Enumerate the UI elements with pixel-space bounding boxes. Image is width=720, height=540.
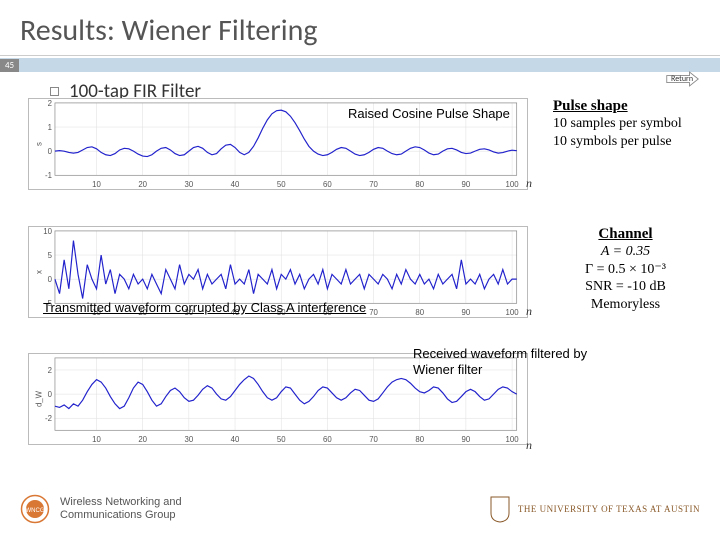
- svg-text:90: 90: [462, 180, 471, 189]
- bullet-icon: [50, 87, 59, 96]
- svg-text:20: 20: [138, 180, 147, 189]
- svg-text:-2: -2: [45, 414, 52, 423]
- footer: WNCG Wireless Networking and Communicati…: [0, 486, 720, 532]
- svg-text:90: 90: [462, 308, 471, 317]
- ut-block: THE UNIVERSITY OF TEXAS AT AUSTIN: [489, 495, 700, 523]
- svg-text:d_W: d_W: [34, 390, 43, 407]
- main-area: 102030405060708090100-1012s Raised Cosin…: [28, 98, 712, 482]
- page-number: 45: [0, 59, 19, 72]
- svg-text:WNCG: WNCG: [26, 508, 45, 514]
- svg-text:60: 60: [323, 435, 332, 444]
- svg-text:90: 90: [462, 435, 471, 444]
- axis-n-1: n: [526, 176, 532, 191]
- channel-info: Channel A = 0.35 Γ = 0.5 × 10⁻³ SNR = -1…: [548, 226, 703, 313]
- page-bar: 45: [0, 58, 720, 72]
- pulse-shape-line1: 10 samples per symbol: [553, 115, 708, 133]
- ut-shield-icon: [489, 495, 511, 523]
- channel-line3: SNR = -10 dB: [548, 278, 703, 296]
- pulse-shape-info: Pulse shape 10 samples per symbol 10 sym…: [553, 98, 708, 150]
- svg-text:80: 80: [415, 180, 424, 189]
- ut-text: THE UNIVERSITY OF TEXAS AT AUSTIN: [518, 504, 700, 514]
- svg-text:70: 70: [369, 180, 378, 189]
- pulse-shape-heading: Pulse shape: [553, 98, 708, 115]
- return-label: Return: [671, 74, 693, 84]
- axis-n-2: n: [526, 304, 532, 319]
- axis-n-3: n: [526, 438, 532, 453]
- svg-text:10: 10: [92, 180, 101, 189]
- svg-text:30: 30: [185, 435, 194, 444]
- chart2-label: Transmitted waveform corrupted by Class …: [43, 300, 366, 316]
- svg-text:30: 30: [185, 180, 194, 189]
- svg-text:-1: -1: [45, 171, 52, 180]
- wncg-block: WNCG Wireless Networking and Communicati…: [20, 494, 220, 524]
- svg-text:5: 5: [48, 251, 53, 260]
- slide-title: Results: Wiener Filtering: [0, 0, 720, 56]
- channel-heading: Channel: [548, 226, 703, 243]
- svg-text:100: 100: [506, 435, 520, 444]
- svg-text:0: 0: [48, 147, 53, 156]
- svg-text:0: 0: [48, 390, 53, 399]
- svg-text:70: 70: [369, 435, 378, 444]
- wncg-logo-icon: WNCG: [20, 494, 50, 524]
- svg-text:x: x: [34, 270, 43, 274]
- pulse-shape-line2: 10 symbols per pulse: [553, 133, 708, 151]
- svg-text:50: 50: [277, 180, 286, 189]
- svg-text:60: 60: [323, 180, 332, 189]
- svg-text:100: 100: [506, 180, 520, 189]
- svg-text:40: 40: [231, 435, 240, 444]
- wncg-text: Wireless Networking and Communications G…: [60, 496, 220, 522]
- svg-text:s: s: [34, 142, 43, 146]
- svg-text:2: 2: [48, 99, 52, 108]
- svg-text:10: 10: [92, 435, 101, 444]
- svg-text:20: 20: [138, 435, 147, 444]
- svg-text:50: 50: [277, 435, 286, 444]
- chart1-label: Raised Cosine Pulse Shape: [348, 106, 510, 122]
- svg-text:80: 80: [415, 435, 424, 444]
- svg-text:0: 0: [48, 275, 53, 284]
- return-button[interactable]: Return: [665, 70, 700, 88]
- svg-text:70: 70: [369, 308, 378, 317]
- svg-text:80: 80: [415, 308, 424, 317]
- channel-line2: Γ = 0.5 × 10⁻³: [548, 261, 703, 279]
- svg-text:2: 2: [48, 366, 52, 375]
- svg-text:1: 1: [48, 123, 52, 132]
- channel-line4: Memoryless: [548, 296, 703, 314]
- received-label: Received waveform filtered by Wiener fil…: [413, 346, 613, 377]
- channel-line1: A = 0.35: [548, 243, 703, 261]
- svg-text:40: 40: [231, 180, 240, 189]
- svg-text:100: 100: [506, 308, 520, 317]
- svg-text:10: 10: [43, 227, 52, 236]
